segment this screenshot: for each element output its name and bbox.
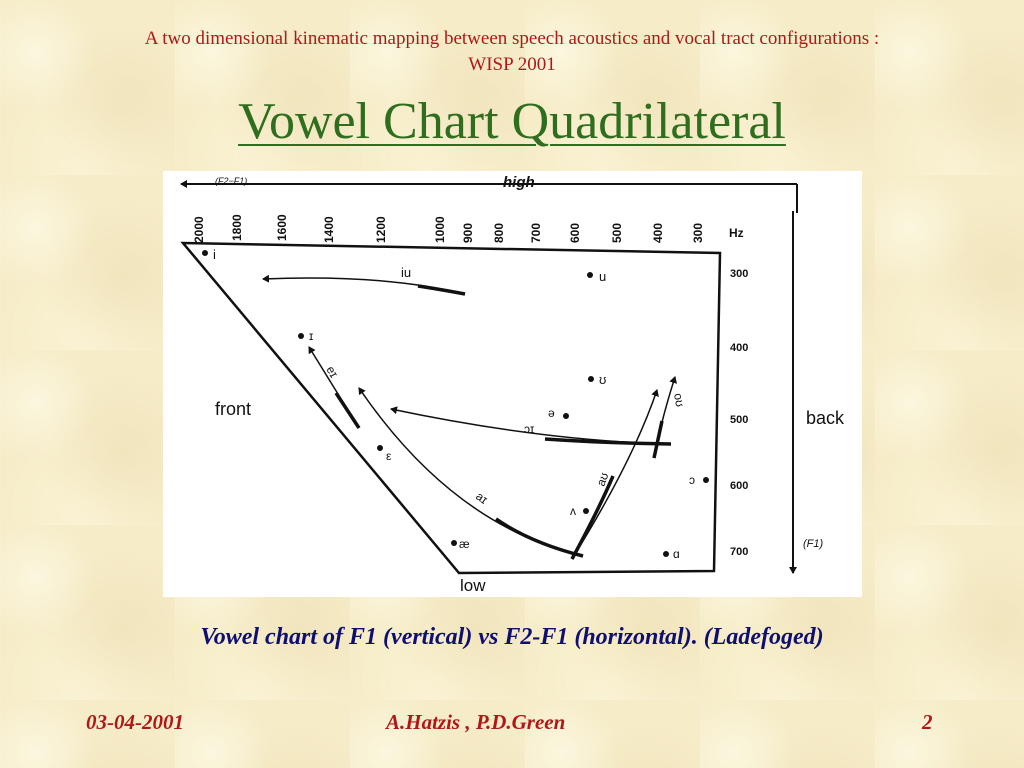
vowel-point-a <box>663 551 669 557</box>
vowel-point-upsilon <box>588 376 594 382</box>
f2-tick-label: 500 <box>610 223 624 243</box>
vowel-labels: i u ɪ ʊ ə ε ɔ ʌ æ ɑ <box>213 247 695 561</box>
trajectory-iu <box>262 274 466 295</box>
slide-subtitle: A two dimensional kinematic mapping betw… <box>60 26 964 78</box>
vowel-label-ash: æ <box>459 537 470 551</box>
hz-label: Hz <box>729 226 744 240</box>
trajectory-ou-thick <box>652 420 664 459</box>
vowel-label-epsilon: ε <box>386 449 392 463</box>
f2-tick-label: 1800 <box>230 214 244 241</box>
figure-caption: Vowel chart of F1 (vertical) vs F2-F1 (h… <box>200 624 824 650</box>
f1-tick-label: 300 <box>730 268 748 280</box>
back-label: back <box>806 408 845 428</box>
vowel-label-upsilon: ʊ <box>599 372 606 387</box>
vowel-quadrilateral <box>180 241 722 575</box>
vowel-points <box>202 250 709 557</box>
high-label: high <box>503 174 535 191</box>
f2-tick-label: 400 <box>651 223 665 243</box>
slide-title-wrap: Vowel Chart Quadrilateral <box>0 92 1024 151</box>
f2-tick-label: 1000 <box>433 216 447 243</box>
vowel-label-schwa: ə <box>548 406 555 420</box>
vowel-label-open-o: ɔ <box>689 473 695 487</box>
f2-tick-label: 1200 <box>374 216 388 243</box>
f2-tick-label: 700 <box>529 223 543 243</box>
slide-title: Vowel Chart Quadrilateral <box>238 93 786 150</box>
diphthong-labels: iu eɪ ɔɪ aɪ aʊ oʊ <box>323 265 687 507</box>
diphthong-label-iu: iu <box>401 265 411 280</box>
f1-tick-label: 500 <box>730 414 748 426</box>
vowel-point-open-o <box>703 477 709 483</box>
footer-page-number: 2 <box>922 710 933 734</box>
f2-tick-label: 900 <box>461 223 475 243</box>
footer-date: 03-04-2001 <box>86 710 184 734</box>
diphthong-label-ou: oʊ <box>671 392 687 408</box>
trajectory-ai-thick <box>495 517 584 558</box>
subtitle-line-2: WISP 2001 <box>468 54 556 75</box>
f2-tick-label: 300 <box>691 223 705 243</box>
diphthong-label-oi: ɔɪ <box>524 422 534 436</box>
vowel-label-small-i: ɪ <box>309 329 313 343</box>
f2-tick-label: 1600 <box>275 214 289 241</box>
f1-axis-label: (F1) <box>803 538 824 550</box>
vowel-point-epsilon <box>377 445 383 451</box>
vowel-chart-svg: (F2−F1) high 2000 1800 1600 1400 1200 10… <box>180 174 845 595</box>
vowel-label-wedge: ʌ <box>570 504 576 518</box>
vowel-label-u: u <box>599 269 606 284</box>
f2-tick-label: 800 <box>492 223 506 243</box>
f2-tick-label: 600 <box>568 223 582 243</box>
diphthong-trajectories <box>262 274 677 560</box>
footer-authors: A.Hatzis , P.D.Green <box>386 710 566 734</box>
f2-tick-labels: 2000 1800 1600 1400 1200 1000 900 800 70… <box>192 214 705 243</box>
vowel-point-u <box>587 272 593 278</box>
vowel-point-wedge <box>583 508 589 514</box>
f2-tick-label: 2000 <box>192 216 206 243</box>
f2-tick-label: 1400 <box>322 216 336 243</box>
low-label: low <box>460 576 486 595</box>
front-label: front <box>215 399 251 419</box>
trajectory-au-thick <box>570 475 615 560</box>
vowel-point-i <box>202 250 208 256</box>
trajectory-ei-thick <box>334 392 361 429</box>
f1-tick-labels: 300 400 500 600 700 <box>730 268 748 558</box>
f1-tick-label: 600 <box>730 480 748 492</box>
diphthong-label-ai: aɪ <box>473 489 490 507</box>
diphthong-label-au: aʊ <box>594 470 612 488</box>
vowel-label-a: ɑ <box>673 547 680 561</box>
vowel-point-schwa <box>563 413 569 419</box>
vowel-label-i: i <box>213 247 216 262</box>
trajectory-oi-thick <box>544 437 672 446</box>
f1-tick-label: 400 <box>730 342 748 354</box>
diphthong-label-ei: eɪ <box>323 364 341 380</box>
vowel-point-small-i <box>298 333 304 339</box>
vowel-chart-figure: (F2−F1) high 2000 1800 1600 1400 1200 10… <box>163 171 862 597</box>
subtitle-line-1: A two dimensional kinematic mapping betw… <box>144 28 880 49</box>
trajectory-iu-thick <box>417 284 466 296</box>
f2-axis-label: (F2−F1) <box>215 176 247 186</box>
f1-tick-label: 700 <box>730 546 748 558</box>
vowel-point-ash <box>451 540 457 546</box>
